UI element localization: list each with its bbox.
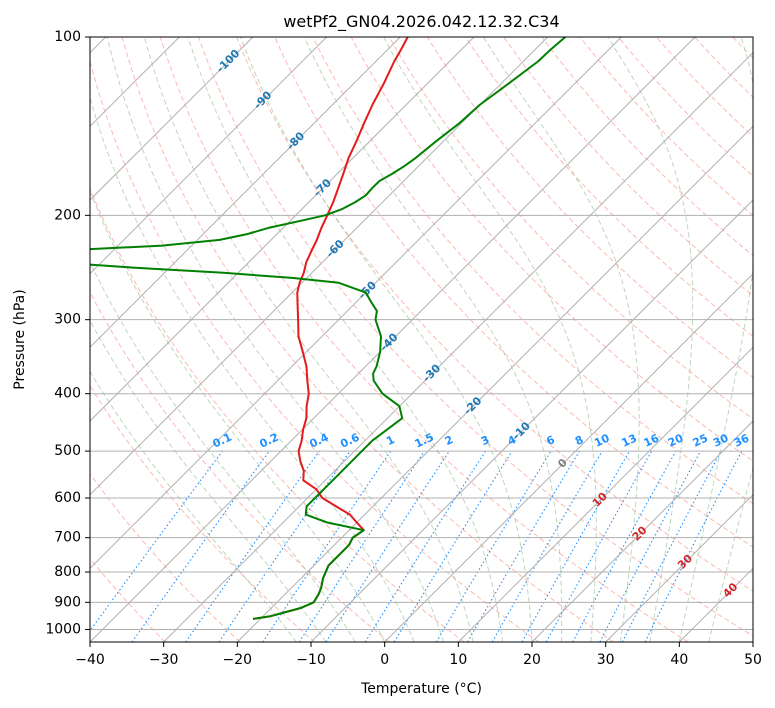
x-tick-label: −30 [149,652,179,668]
y-tick-label: 1000 [45,621,81,637]
dry-adiabat-line [90,291,390,642]
x-tick-label: −10 [296,652,326,668]
y-tick-label: 800 [54,564,81,580]
isotherm-line [90,37,328,275]
y-tick-label: 600 [54,490,81,506]
isotherm-line [90,37,401,349]
x-tick-label: −20 [223,652,253,668]
dry-adiabat-line [90,186,465,642]
isotherm-line [90,37,475,422]
x-tick-label: 50 [744,652,762,668]
mixing-ratio-line [90,450,223,632]
y-tick-label: 200 [54,207,81,223]
dry-adiabat-line [579,37,753,217]
moist-adiabat-line [143,37,474,642]
dry-adiabat-line [90,59,540,642]
moist-adiabat-line [708,466,753,642]
mixing-ratio-label: 25 [691,432,710,450]
sounding-series [90,37,566,620]
y-tick-label: 500 [54,443,81,459]
mixing-ratio-line [572,450,677,642]
dry-adiabat-line [159,37,689,642]
mixing-ratio-label: 36 [732,431,752,449]
x-tick-label: 40 [670,652,688,668]
x-tick-label: 30 [597,652,615,668]
moist-adiabat-line [90,260,356,642]
dewpoint-profile-line [90,37,566,620]
mixing-ratio-line [325,450,450,642]
moist-adiabats [90,37,753,642]
mixing-ratio-line [185,450,320,642]
y-axis: 100 200 300 400 500 600 700 800 900 1000 [45,29,90,637]
moist-adiabat-line [482,37,640,642]
mixing-ratio-line [435,450,552,642]
mixing-ratio-label: 20 [666,431,686,449]
moist-adiabat-line [607,37,694,642]
mixing-ratio-label: 10 [592,431,612,449]
isotherm-line [90,37,254,201]
dry-adiabat-line [312,37,753,505]
moist-adiabat-line [106,37,445,642]
mixing-ratio-label: 16 [642,431,662,449]
isotherm-line [163,51,753,642]
mixing-ratio-label: 30 [711,431,731,449]
mixing-ratio-line [467,450,580,642]
moist-adiabat-line [303,37,563,642]
mixing-ratio-line [218,450,351,642]
mixing-ratio-line [131,450,270,642]
mixing-ratio-label: 13 [620,432,639,450]
x-tick-label: −40 [75,652,105,668]
dry-adiabat-line [121,37,614,642]
moist-adiabat-line [239,37,533,642]
isotherm-line [90,37,696,642]
dry-adiabat-line [350,37,753,462]
mixing-ratio-line [393,450,513,642]
y-tick-label: 400 [54,386,81,402]
moist-adiabat-line [678,37,753,642]
isotherm-line [310,199,753,642]
x-tick-label: 20 [523,652,541,668]
y-tick-label: 300 [54,312,81,328]
moist-adiabat-line [90,189,386,642]
dry-adiabats [90,37,753,642]
y-axis-label: Pressure (hPa) [12,289,28,389]
plot-frame [89,36,754,643]
mixing-ratio-lines [90,450,743,642]
y-tick-label: 700 [54,530,81,546]
x-tick-label: 10 [449,652,467,668]
y-tick-label: 100 [54,29,81,45]
moist-adiabat-line [383,37,597,642]
isotherm-line [90,37,622,570]
mixing-ratio-line [364,450,486,642]
moist-adiabat-line [90,319,327,642]
dry-adiabat-line [426,37,753,378]
isotherm-line [236,125,753,642]
isobar-grid [90,37,753,630]
x-tick-label: 0 [380,652,389,668]
isotherm-line [384,272,753,642]
isotherm-line [605,493,753,642]
dry-adiabat-line [274,37,753,548]
dry-adiabat-line [236,37,753,592]
x-axis: −40 −30 −20 −10 0 10 20 30 40 50 [75,642,762,668]
chart-title: wetPf2_GN04.2026.042.12.32.C34 [283,12,559,32]
mixing-ratio-line [521,450,630,642]
mixing-ratio-line [491,450,603,642]
dry-adiabat-line [90,472,241,642]
isotherms [90,37,753,642]
moist-adiabat-line [187,37,503,642]
isotherm-line [457,346,753,642]
isotherm-line [90,37,549,496]
isotherm-line [531,420,753,642]
y-tick-label: 900 [54,594,81,610]
x-axis-label: Temperature (°C) [360,681,482,697]
plot-area: -100-90-80-70-60-50-40-30-20-100.1 0.2 0.4… [90,37,753,642]
dry-adiabat-line [90,384,316,642]
dry-adiabat-line [465,37,753,338]
